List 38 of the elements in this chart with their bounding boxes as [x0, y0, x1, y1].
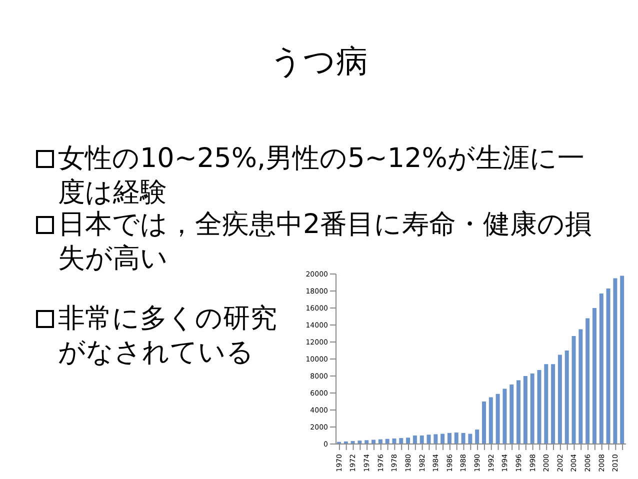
- bar: [482, 402, 486, 444]
- bar: [364, 440, 369, 444]
- bar: [468, 434, 472, 444]
- chart-title: うつ病: [269, 41, 369, 82]
- bar: [523, 376, 528, 444]
- bar: [392, 438, 396, 444]
- bar: [530, 373, 534, 444]
- bar: [399, 438, 404, 444]
- bar: [578, 329, 583, 444]
- bar: [488, 397, 493, 444]
- bar: [592, 308, 596, 444]
- bar: [406, 438, 410, 444]
- bar: [434, 434, 438, 444]
- bar: [426, 434, 431, 444]
- bar: [447, 432, 452, 444]
- bar: [461, 432, 466, 444]
- bar: [551, 364, 556, 444]
- bar: [613, 278, 618, 444]
- bar: [599, 294, 604, 444]
- bar: [420, 436, 424, 444]
- text: 女性の10~25%,男性の5~12%が生涯に一度は経験: [58, 142, 586, 210]
- bar: [510, 384, 514, 444]
- bar: [558, 354, 562, 444]
- text: 非常に多くの研究がなされている: [58, 302, 278, 370]
- bar: [454, 432, 458, 444]
- bar: [572, 336, 576, 444]
- bar: [537, 370, 542, 444]
- bar: [496, 394, 500, 444]
- bar: [586, 318, 590, 444]
- bar: [502, 388, 507, 444]
- bar: [516, 380, 521, 444]
- bar: [544, 364, 548, 444]
- bar: [564, 350, 569, 444]
- bar: [412, 436, 417, 444]
- bar: [606, 288, 610, 444]
- bar: [440, 434, 445, 444]
- bar: [475, 430, 480, 444]
- bar: [620, 276, 624, 444]
